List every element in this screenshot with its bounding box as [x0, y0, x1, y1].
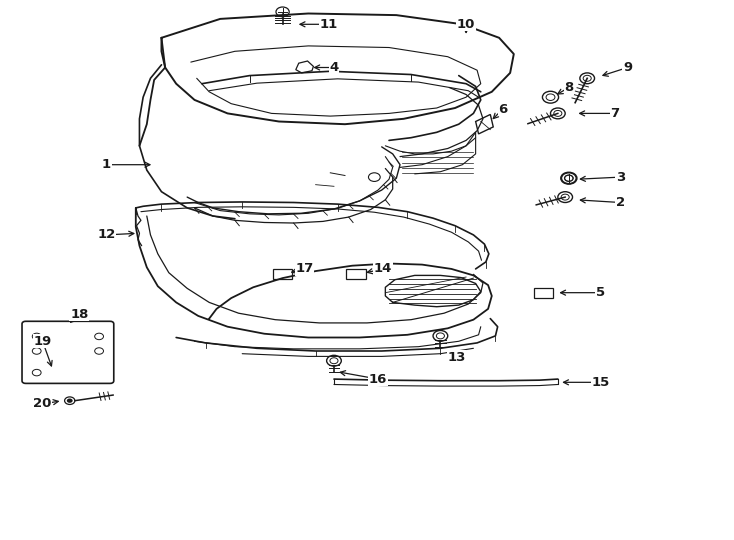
- FancyBboxPatch shape: [346, 269, 366, 279]
- Text: 14: 14: [374, 262, 393, 275]
- FancyBboxPatch shape: [22, 321, 114, 383]
- Text: 13: 13: [447, 351, 466, 364]
- Text: 18: 18: [70, 308, 89, 321]
- Polygon shape: [476, 114, 493, 134]
- Text: 3: 3: [616, 171, 625, 184]
- Text: 9: 9: [623, 61, 632, 74]
- Text: 8: 8: [564, 81, 573, 94]
- Text: 5: 5: [596, 286, 605, 299]
- Text: 20: 20: [33, 397, 52, 410]
- FancyBboxPatch shape: [273, 269, 292, 279]
- Circle shape: [67, 399, 73, 403]
- Text: 6: 6: [498, 103, 507, 116]
- Text: 17: 17: [296, 262, 313, 275]
- Text: 1: 1: [102, 158, 111, 171]
- Text: 19: 19: [34, 335, 51, 348]
- Text: 4: 4: [330, 61, 338, 74]
- Polygon shape: [296, 61, 313, 73]
- Text: 10: 10: [457, 18, 476, 31]
- FancyBboxPatch shape: [534, 288, 553, 298]
- Text: 2: 2: [616, 196, 625, 209]
- Text: 12: 12: [98, 228, 115, 241]
- Text: 15: 15: [592, 376, 609, 389]
- Text: 11: 11: [320, 18, 338, 31]
- Text: 7: 7: [611, 107, 619, 120]
- Text: 16: 16: [368, 373, 388, 386]
